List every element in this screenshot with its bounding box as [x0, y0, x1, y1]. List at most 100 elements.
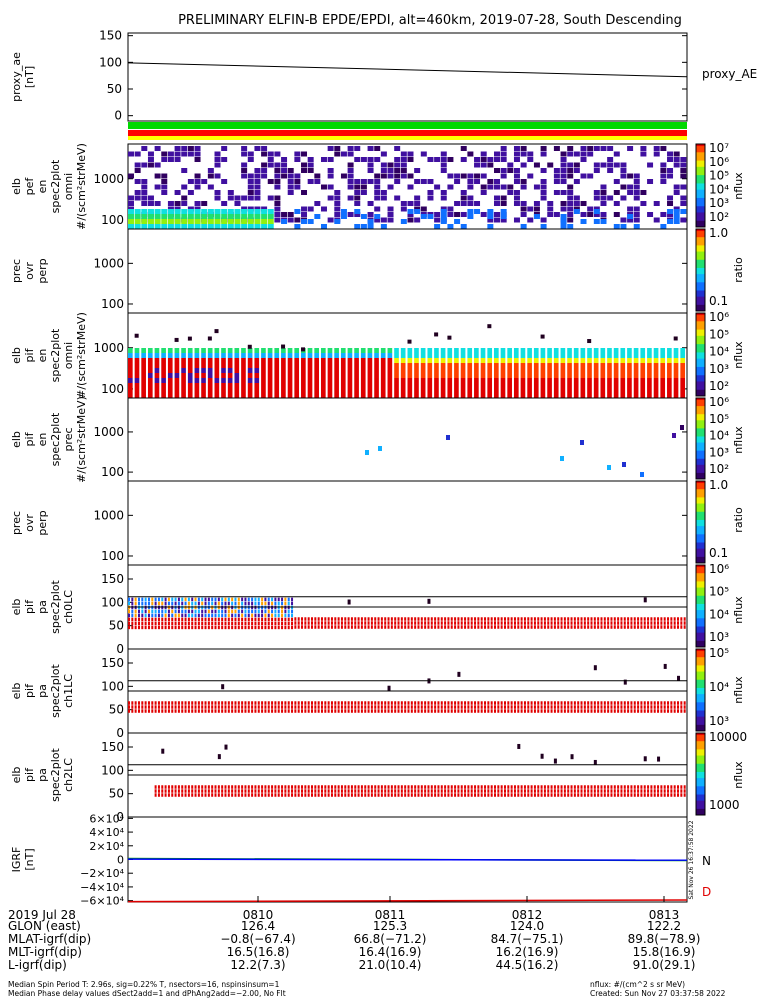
heatmap-cell: [307, 206, 314, 212]
heatmap-cell: [204, 705, 207, 709]
colorbar-swatch: [696, 208, 705, 211]
heatmap-cell: [264, 701, 267, 705]
heatmap-cell: [380, 378, 386, 383]
heatmap-cell: [307, 625, 310, 629]
heatmap-cell: [540, 224, 547, 229]
heatmap-cell: [204, 701, 207, 705]
heatmap-cell: [247, 368, 253, 373]
colorbar-tick-label: 10⁶: [709, 395, 729, 409]
heatmap-cell: [513, 378, 519, 383]
heatmap-cell: [667, 789, 670, 793]
heatmap-cell: [400, 168, 407, 173]
heatmap-cell: [530, 785, 533, 789]
heatmap-cell: [517, 617, 520, 621]
heatmap-cell: [640, 373, 646, 378]
heatmap-cell: [231, 709, 234, 713]
heatmap-cell: [407, 388, 413, 393]
heatmap-cell: [314, 393, 319, 398]
heatmap-cell: [134, 705, 137, 709]
heatmap-cell: [354, 353, 359, 358]
heatmap-cell: [197, 789, 200, 793]
heatmap-cell: [567, 378, 572, 383]
heatmap-cell: [147, 363, 153, 368]
heatmap-cell: [657, 789, 660, 793]
heatmap-cell: [427, 358, 433, 363]
heatmap-cell: [500, 705, 503, 709]
heatmap-cell: [500, 209, 507, 214]
heatmap-cell: [247, 785, 250, 789]
heatmap-cell: [430, 621, 433, 625]
heatmap-cell: [647, 179, 654, 184]
heatmap-cell: [650, 625, 653, 629]
heatmap-cell: [350, 705, 353, 709]
heatmap-cell: [467, 179, 474, 184]
heatmap-cell: [407, 151, 414, 157]
heatmap-cell: [387, 701, 390, 705]
heatmap-cell: [244, 709, 247, 713]
heatmap-cell: [377, 709, 380, 713]
heatmap-cell: [640, 793, 643, 797]
heatmap-cell: [530, 625, 533, 629]
heatmap-cell: [480, 705, 483, 709]
heatmap-cell: [134, 209, 141, 214]
heatmap-cell: [454, 212, 461, 217]
heatmap-cell: [354, 363, 359, 368]
heatmap-cell: [151, 613, 154, 618]
time-label: 0813: [649, 908, 680, 922]
heatmap-cell: [287, 378, 293, 383]
heatmap-cell: [167, 201, 174, 206]
heatmap-cell: [610, 625, 613, 629]
colorbar-swatch: [696, 665, 705, 668]
colorbar-swatch: [696, 560, 705, 564]
heatmap-cell: [414, 217, 421, 223]
heatmap-cell: [390, 617, 393, 621]
heatmap-cell: [653, 378, 659, 383]
heatmap-cell: [420, 358, 426, 363]
heatmap-cell: [680, 709, 683, 713]
heatmap-cell: [680, 705, 683, 709]
heatmap-cell: [354, 383, 359, 388]
heatmap-cell: [187, 617, 190, 622]
colorbar-tick-label: 10⁷: [709, 141, 729, 155]
heatmap-cell: [301, 151, 308, 157]
y-tick-label: 150: [101, 740, 124, 754]
heatmap-cell: [394, 705, 397, 709]
heatmap-cell: [360, 378, 366, 383]
heatmap-cell: [484, 705, 487, 709]
heatmap-cell: [374, 173, 381, 179]
heatmap-cell: [394, 348, 399, 353]
heatmap-cell: [537, 793, 540, 797]
heatmap-cell: [630, 625, 633, 629]
heatmap-cell: [294, 217, 301, 223]
heatmap-cell: [577, 793, 580, 797]
heatmap-cell: [174, 224, 181, 229]
heatmap-cell: [161, 224, 168, 229]
heatmap-cell: [201, 209, 208, 214]
heatmap-cell: [207, 168, 214, 173]
heatmap-cell: [434, 393, 439, 398]
heatmap-cell: [267, 393, 273, 398]
heatmap-cell: [274, 201, 281, 206]
heatmap-cell: [533, 789, 536, 793]
heatmap-cell: [424, 701, 427, 705]
heatmap-cell: [281, 157, 288, 162]
heatmap-cell: [274, 625, 277, 630]
heatmap-cell: [181, 201, 188, 206]
heatmap-cell: [337, 785, 340, 789]
heatmap-cell: [214, 157, 221, 162]
heatmap-cell: [340, 388, 346, 393]
colorbars: 10⁷10⁶10⁵10⁴10³10²nflux1.00.1ratio10⁶10⁵…: [695, 141, 747, 816]
heatmap-cell: [267, 368, 273, 373]
heatmap-cell: [164, 609, 167, 614]
heatmap-cell: [357, 625, 360, 629]
heatmap-cell: [480, 353, 486, 358]
heatmap-cell: [247, 224, 254, 229]
heatmap-cell: [580, 373, 586, 378]
heatmap-cell: [231, 621, 234, 626]
heatmap-cell: [137, 701, 140, 705]
heatmap-cell: [567, 793, 570, 797]
heatmap-cell: [274, 701, 277, 705]
heatmap-cell: [513, 368, 519, 373]
heatmap-cell: [633, 383, 639, 388]
heatmap-cell: [643, 789, 646, 793]
